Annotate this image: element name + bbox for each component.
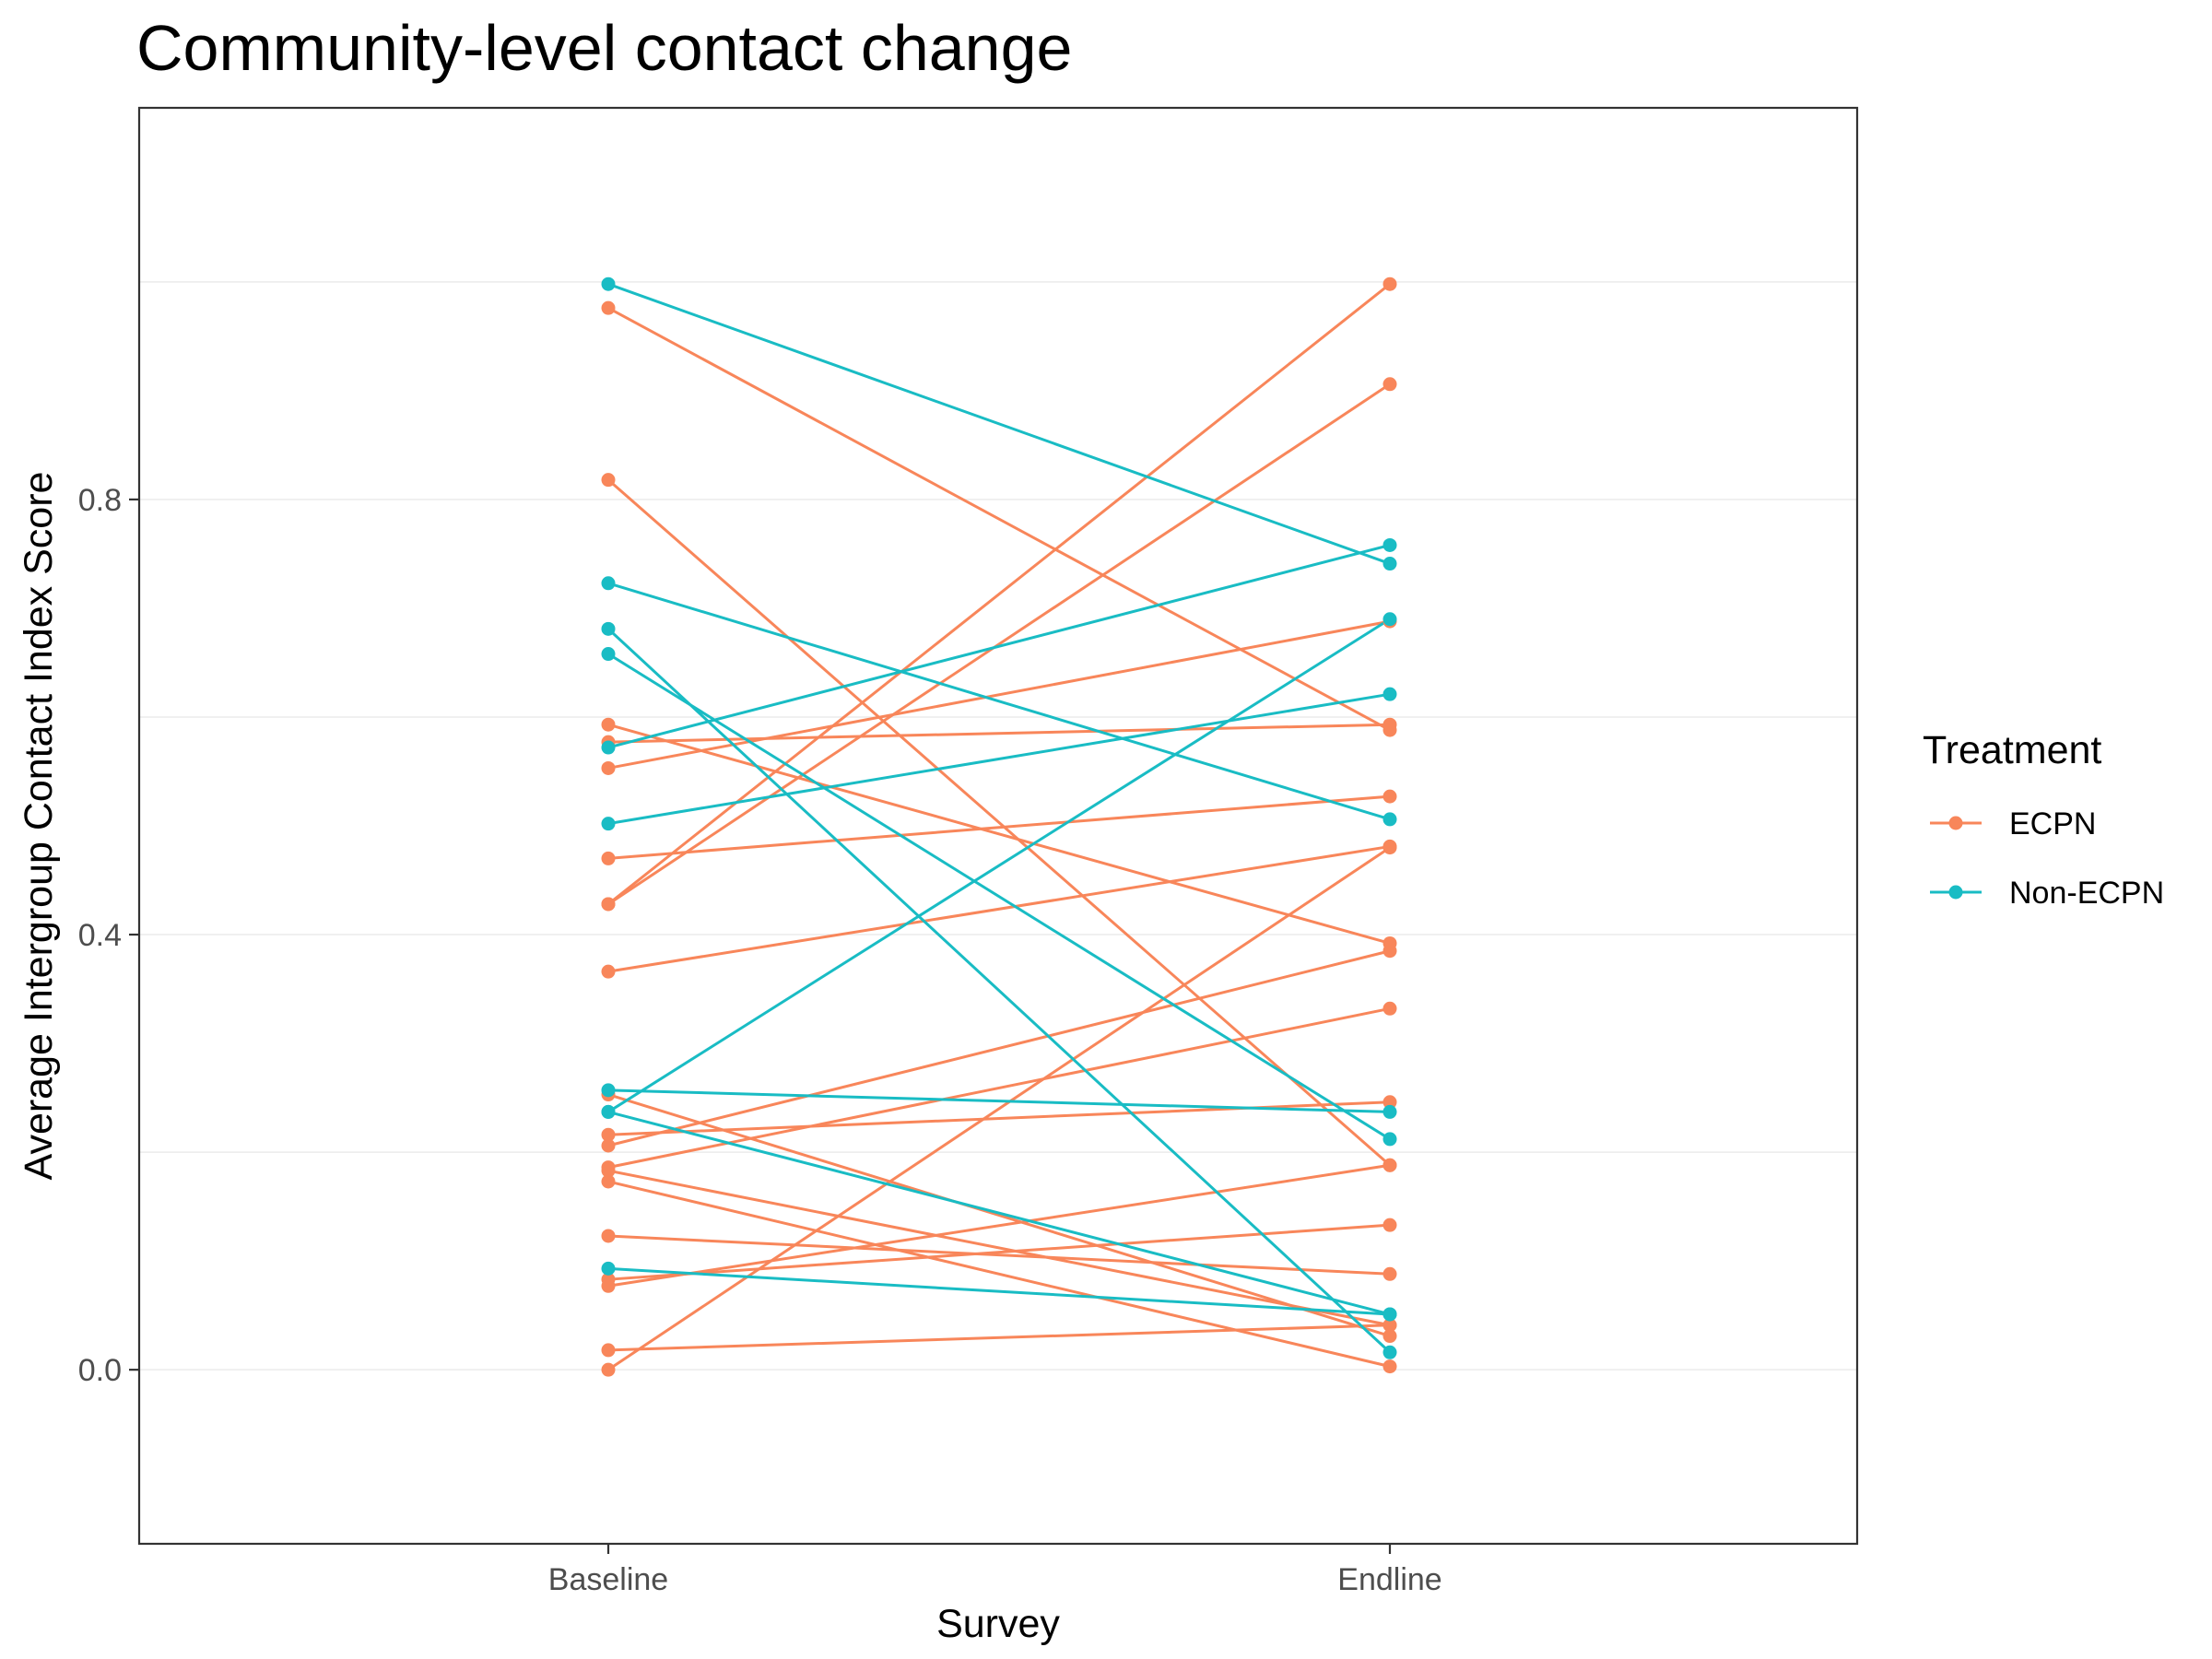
series-line-ecpn: [607, 1234, 1391, 1276]
series-line-non-ecpn: [606, 628, 1392, 1354]
chart-title: Community-level contact change: [136, 12, 1072, 84]
series-line-ecpn: [607, 1324, 1391, 1352]
y-tick-label: 0.8: [78, 483, 122, 518]
data-point-non-ecpn: [601, 576, 616, 591]
data-point-non-ecpn: [1382, 537, 1397, 552]
data-point-ecpn: [1382, 276, 1397, 291]
series-line-non-ecpn: [607, 653, 1391, 1141]
data-point-ecpn: [601, 851, 616, 865]
series-line-non-ecpn: [607, 544, 1391, 749]
data-point-ecpn: [1382, 1318, 1397, 1333]
x-tick-label: Baseline: [548, 1562, 668, 1597]
data-point-ecpn: [601, 1174, 616, 1189]
legend-label-non-ecpn: Non-ECPN: [2009, 876, 2164, 911]
data-point-non-ecpn: [601, 740, 616, 755]
data-point-ecpn: [601, 300, 616, 315]
x-tick-label: Endline: [1337, 1562, 1441, 1597]
series-line-ecpn: [607, 794, 1391, 860]
data-point-ecpn: [1382, 1218, 1397, 1232]
series-line-non-ecpn: [607, 692, 1391, 826]
y-axis-title: Average Intergroup Contact Index Score: [17, 472, 61, 1181]
series-line-ecpn: [607, 1169, 1391, 1327]
data-point-ecpn: [1382, 944, 1397, 959]
data-point-ecpn: [1382, 1158, 1397, 1172]
data-point-ecpn: [601, 473, 616, 488]
data-point-non-ecpn: [1382, 1307, 1397, 1322]
series-line-non-ecpn: [607, 618, 1391, 1113]
series-line-non-ecpn: [607, 1110, 1391, 1316]
grid: [139, 281, 1857, 1371]
data-point-non-ecpn: [1382, 1345, 1397, 1359]
series-line-ecpn: [607, 382, 1391, 906]
data-point-non-ecpn: [1382, 812, 1397, 827]
series-line-ecpn: [607, 723, 1391, 744]
data-point-ecpn: [601, 760, 616, 775]
y-axis: 0.0 0.4 0.8: [78, 483, 139, 1388]
series-line-ecpn: [607, 949, 1391, 1147]
data-point-ecpn: [1382, 789, 1397, 804]
series-line-non-ecpn: [607, 582, 1391, 821]
y-tick-label: 0.0: [78, 1353, 122, 1388]
data-point-ecpn: [601, 1229, 616, 1243]
data-point-non-ecpn: [601, 621, 616, 636]
data-point-ecpn: [601, 1138, 616, 1153]
series-line-non-ecpn: [607, 282, 1391, 565]
series-line-ecpn: [607, 723, 1391, 945]
series-line-ecpn: [607, 1223, 1391, 1281]
data-point-non-ecpn: [601, 1104, 616, 1119]
data-point-ecpn: [601, 1163, 616, 1178]
data-point-non-ecpn: [1382, 687, 1397, 701]
x-axis-title: Survey: [936, 1602, 1060, 1646]
y-tick-label: 0.4: [78, 918, 122, 953]
data-point-ecpn: [601, 1362, 616, 1377]
series-line-ecpn: [607, 619, 1391, 770]
data-point-ecpn: [601, 897, 616, 912]
legend-entry-ecpn: ECPN: [1930, 806, 2096, 841]
data-point-ecpn: [601, 1343, 616, 1358]
data-point-ecpn: [1382, 1266, 1397, 1281]
data-point-non-ecpn: [601, 817, 616, 831]
data-point-non-ecpn: [601, 647, 616, 662]
data-point-non-ecpn: [601, 1261, 616, 1276]
series-points: [601, 276, 1397, 1377]
series-line-ecpn: [607, 306, 1391, 732]
data-point-ecpn: [601, 1127, 616, 1142]
data-point-ecpn: [601, 717, 616, 732]
legend-label-ecpn: ECPN: [2009, 806, 2096, 841]
series-lines: [606, 282, 1392, 1371]
data-point-non-ecpn: [1382, 1104, 1397, 1119]
data-point-non-ecpn: [1382, 557, 1397, 571]
data-point-non-ecpn: [1382, 612, 1397, 627]
series-line-ecpn: [607, 1093, 1391, 1337]
data-point-ecpn: [1382, 717, 1397, 732]
data-point-ecpn: [1382, 1095, 1397, 1110]
x-axis: Baseline Endline: [548, 1544, 1442, 1597]
data-point-ecpn: [601, 1278, 616, 1293]
series-line-ecpn: [607, 1006, 1391, 1170]
data-point-ecpn: [1382, 1359, 1397, 1374]
data-point-ecpn: [1382, 377, 1397, 392]
series-line-ecpn: [607, 478, 1391, 1167]
legend-entry-non-ecpn: Non-ECPN: [1930, 876, 2164, 911]
legend-title: Treatment: [1923, 728, 2101, 772]
data-point-non-ecpn: [1382, 1132, 1397, 1147]
series-line-ecpn: [607, 844, 1391, 973]
series-line-non-ecpn: [607, 1088, 1391, 1113]
legend-key-point-ecpn: [1948, 816, 1963, 830]
plot-panel: [137, 106, 1859, 1546]
series-line-ecpn: [607, 1163, 1391, 1288]
series-line-ecpn: [607, 846, 1391, 1371]
data-point-ecpn: [1382, 1001, 1397, 1016]
data-point-non-ecpn: [601, 276, 616, 291]
legend: Treatment ECPN Non-ECPN: [1923, 728, 2164, 911]
data-point-ecpn: [1382, 1329, 1397, 1344]
data-point-ecpn: [601, 964, 616, 979]
series-line-non-ecpn: [607, 1266, 1391, 1316]
legend-key-point-non-ecpn: [1948, 885, 1963, 900]
data-point-ecpn: [1382, 841, 1397, 855]
series-line-ecpn: [607, 1180, 1391, 1369]
data-point-non-ecpn: [601, 1083, 616, 1098]
